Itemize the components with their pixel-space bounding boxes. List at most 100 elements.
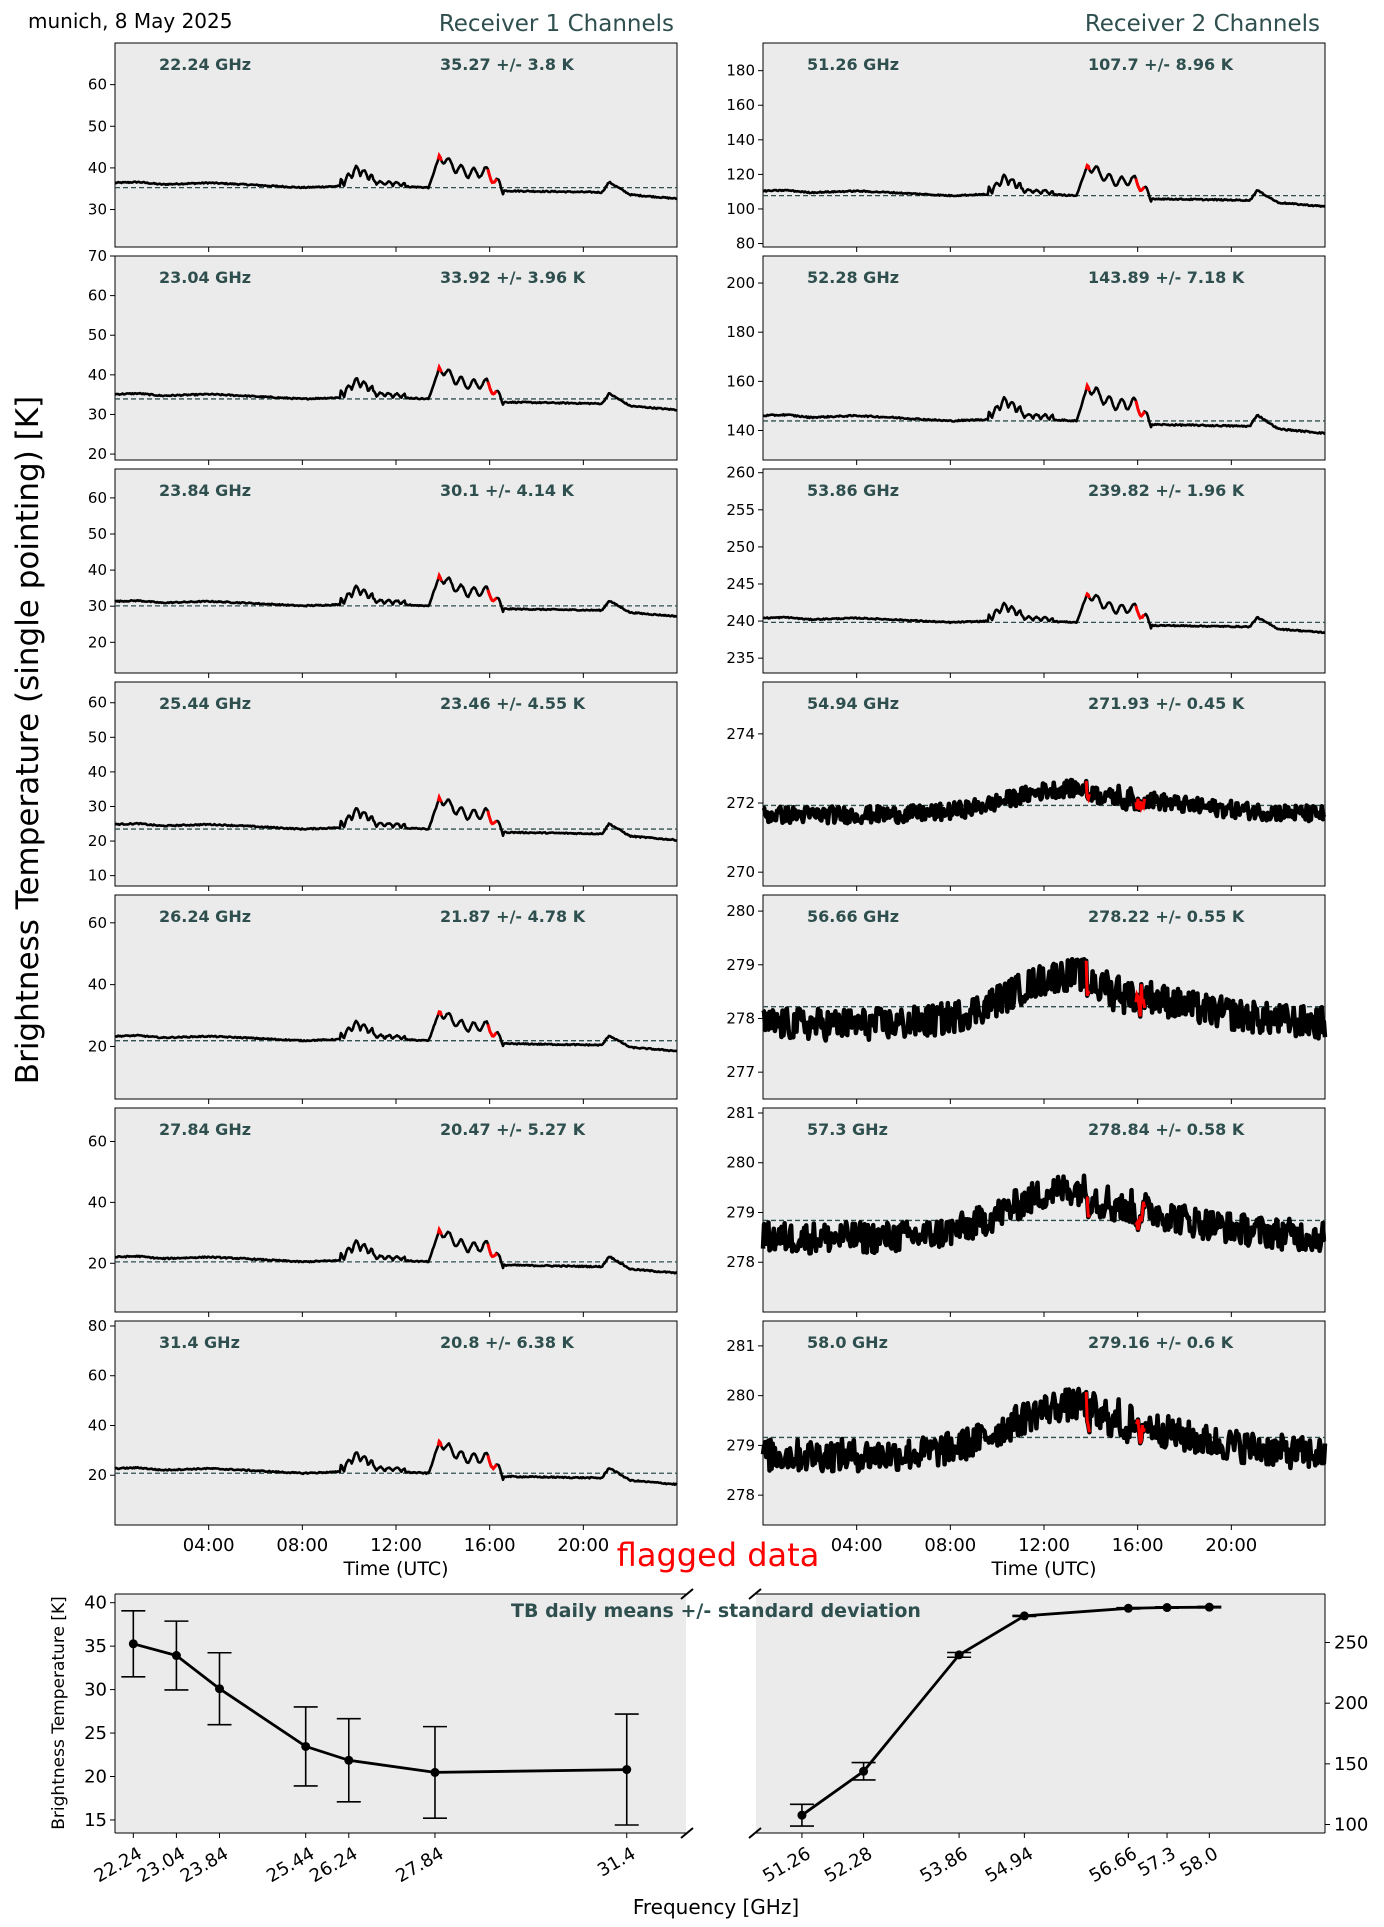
y-tick-label: 80 [736, 235, 755, 253]
time-series-panels: 30 40 50 60 22.24 GHz 35.27 +/- 3.8 K 20 30 40 50… [88, 42, 1328, 1580]
y-tick-label: 240 [726, 612, 755, 630]
panel-background [762, 894, 1326, 1100]
y-tick-label: 20 [88, 832, 107, 850]
channel-frequency-label: 52.28 GHz [807, 268, 899, 287]
summary-x-label: Frequency [GHz] [633, 1895, 799, 1919]
right-y-tick-label: 200 [1334, 1693, 1368, 1714]
channel-frequency-label: 57.3 GHz [807, 1120, 888, 1139]
x-tick-label: 04:00 [831, 1535, 883, 1556]
mean-point [430, 1767, 440, 1777]
panel-background [114, 1320, 678, 1526]
y-tick-label: 70 [88, 247, 107, 265]
y-tick-label: 245 [726, 575, 755, 593]
channel-frequency-label: 53.86 GHz [807, 481, 899, 500]
brightness-trace [114, 1010, 678, 1053]
channel-stat-label: 143.89 +/- 7.18 K [1088, 268, 1245, 287]
brightness-trace [114, 574, 678, 618]
x-tick-label: 16:00 [464, 1535, 516, 1556]
y-tick-label: 20 [88, 445, 107, 463]
flagged-segment [486, 1023, 498, 1038]
location-date-label: munich, 8 May 2025 [28, 9, 232, 33]
summary-title: TB daily means +/- standard deviation [511, 1600, 921, 1622]
x-tick-label: 08:00 [276, 1535, 328, 1556]
channel-panel: 278 279 280 281 58.0 GHz 279.16 +/- 0.6 K 04:0… [726, 1320, 1328, 1580]
y-tick-label: 40 [88, 366, 107, 384]
y-tick-label: 40 [88, 763, 107, 781]
left-y-tick-label: 35 [84, 1636, 107, 1657]
y-tick-label: 40 [88, 159, 107, 177]
channel-panel: 277 278 279 280 56.66 GHz 278.22 +/- 0.55 K [726, 894, 1328, 1104]
channel-stat-label: 20.47 +/- 5.27 K [440, 1120, 586, 1139]
brightness-trace [761, 956, 1328, 1043]
y-tick-label: 200 [726, 274, 755, 292]
channel-stat-label: 278.84 +/- 0.58 K [1088, 1120, 1245, 1139]
y-tick-label: 30 [88, 201, 107, 219]
mean-point [859, 1766, 869, 1776]
y-tick-label: 40 [88, 1416, 107, 1434]
y-tick-label: 180 [726, 323, 755, 341]
y-tick-label: 280 [726, 1154, 755, 1172]
y-tick-label: 255 [726, 501, 755, 519]
panel-background [762, 1107, 1326, 1313]
channel-panel: 20 40 60 80 31.4 GHz 20.8 +/- 6.38 K 04:00 08:0… [88, 1317, 678, 1580]
y-tick-label: 120 [726, 165, 755, 183]
panel-background [114, 42, 678, 248]
y-tick-label: 279 [726, 1203, 755, 1221]
x-tick-label: 20:00 [557, 1535, 609, 1556]
frequency-tick-label: 52.28 [821, 1843, 876, 1887]
y-tick-label: 278 [726, 1253, 755, 1271]
global-ylabel: Brightness Temperature (single pointing)… [10, 396, 46, 1084]
y-tick-label: 20 [88, 1466, 107, 1484]
flagged-segment [1085, 1196, 1091, 1218]
y-tick-label: 10 [88, 867, 107, 885]
channel-frequency-label: 51.26 GHz [807, 55, 899, 74]
flagged-segment [486, 810, 498, 826]
frequency-tick-label: 25.44 [263, 1843, 318, 1887]
channel-panel: 278 279 280 281 57.3 GHz 278.84 +/- 0.58 K [726, 1104, 1327, 1317]
flagged-segment [486, 589, 498, 603]
mean-point [622, 1765, 632, 1775]
mean-point [215, 1684, 225, 1694]
y-tick-label: 60 [88, 1367, 107, 1385]
flagged-segment [436, 363, 443, 373]
right-y-tick-label: 250 [1334, 1633, 1368, 1654]
y-tick-label: 60 [88, 914, 107, 932]
left-y-tick-label: 30 [84, 1680, 107, 1701]
channel-stat-label: 35.27 +/- 3.8 K [440, 55, 575, 74]
frequency-tick-label: 54.94 [982, 1843, 1037, 1887]
panel-background [114, 468, 678, 674]
flagged-segment [1134, 178, 1146, 193]
frequency-tick-label: 23.04 [134, 1843, 189, 1887]
mean-point [171, 1651, 181, 1661]
frequency-tick-label: 56.66 [1086, 1843, 1141, 1887]
panel-background [114, 681, 678, 887]
y-tick-label: 50 [88, 728, 107, 746]
flagged-segment [486, 1243, 498, 1259]
flagged-data-label: flagged data [617, 1536, 820, 1574]
flagged-segment [1084, 960, 1091, 997]
channel-stat-label: 271.93 +/- 0.45 K [1088, 694, 1245, 713]
y-tick-label: 40 [88, 1193, 107, 1211]
channel-panel: 30 40 50 60 22.24 GHz 35.27 +/- 3.8 K [88, 42, 678, 252]
channel-frequency-label: 58.0 GHz [807, 1333, 888, 1352]
flagged-segment [436, 1009, 443, 1017]
mean-point [301, 1741, 311, 1751]
y-tick-label: 281 [726, 1337, 755, 1355]
brightness-trace [762, 164, 1326, 208]
channel-panel: 80 100 120 140 160 180 51.26 GHz 107.7 +/- 8.96… [726, 42, 1326, 253]
flagged-segment [1134, 1201, 1146, 1231]
channel-panel: 20 40 60 26.24 GHz 21.87 +/- 4.78 K [88, 894, 678, 1104]
x-axis-label: Time (UTC) [990, 1558, 1096, 1580]
flagged-segment [436, 1438, 443, 1447]
frequency-tick-label: 58.0 [1177, 1843, 1222, 1881]
frequency-tick-label: 31.4 [594, 1843, 639, 1881]
brightness-trace [114, 1228, 678, 1275]
channel-frequency-label: 56.66 GHz [807, 907, 899, 926]
channel-frequency-label: 31.4 GHz [159, 1333, 240, 1352]
panel-background [762, 1320, 1326, 1526]
brightness-trace [114, 796, 678, 842]
axis-break-mark [748, 1827, 762, 1839]
axis-break-mark [680, 1827, 694, 1839]
y-tick-label: 260 [726, 464, 755, 482]
